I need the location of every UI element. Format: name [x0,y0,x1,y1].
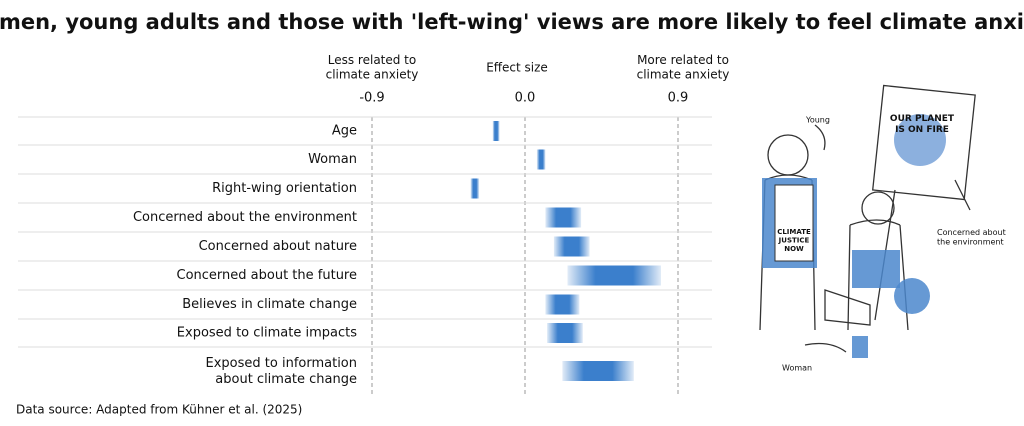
illustration-label: Woman [782,364,812,373]
chart-title: Women, young adults and those with 'left… [0,10,1024,34]
range-bar [562,361,634,381]
left-label: Less related to climate anxiety [326,53,419,81]
range-bar [567,265,661,286]
source: Data source: Adapted from Kühner et al. … [16,403,302,417]
illustration-label: Concerned about the environment [937,228,1006,247]
y-tick-label: Concerned about the future [177,268,357,283]
range-bar [470,178,480,199]
y-tick-label: Right-wing orientation [212,181,357,196]
x-tick-label: -0.9 [359,91,384,106]
axis-title: Effect size [486,61,548,75]
range-bar [545,207,582,228]
sign-text: OUR PLANET IS ON FIRE [890,114,955,135]
range-bar [547,323,583,343]
right-label: More related to climate anxiety [637,53,730,81]
range-bar [553,236,590,257]
illustration [759,84,976,358]
y-tick-label: Concerned about the environment [133,210,357,225]
range-bar [492,121,500,141]
y-tick-label: Woman [308,152,357,167]
y-tick-label: Exposed to climate impacts [177,326,357,341]
shirt-text: CLIMATE JUSTICE NOW [777,228,811,253]
y-tick-label: Believes in climate change [182,297,357,312]
illustration-label: Young [805,116,830,125]
x-tick-label: 0.0 [515,91,536,106]
y-tick-label: Concerned about nature [199,239,357,254]
y-tick-label: Exposed to information about climate chan… [206,356,357,387]
range-bar [536,149,546,170]
range-bar [545,294,580,315]
x-tick-label: 0.9 [668,91,689,106]
y-tick-label: Age [332,124,357,139]
